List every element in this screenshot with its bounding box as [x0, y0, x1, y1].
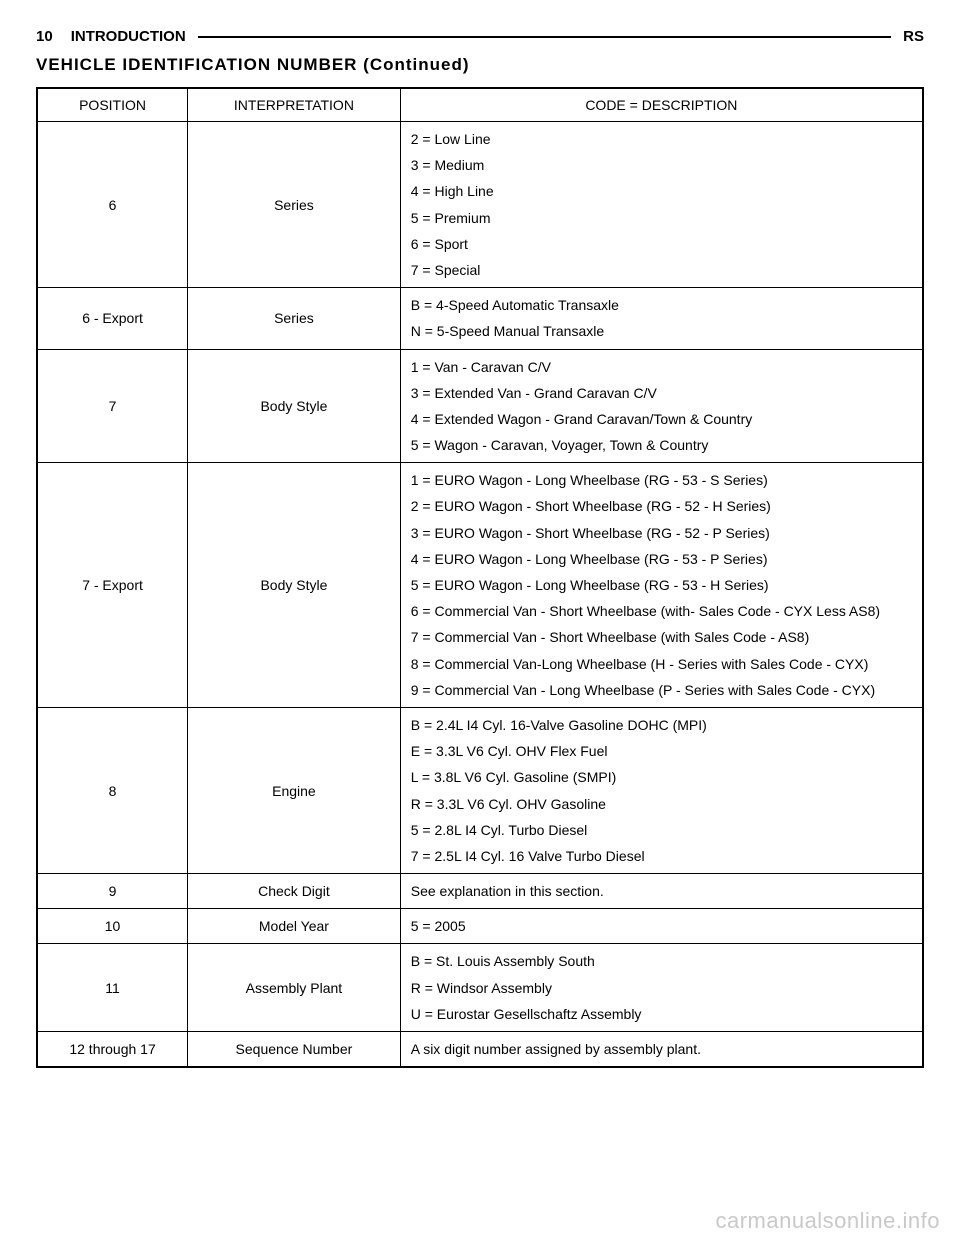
cell-description: A six digit number assigned by assembly … — [400, 1032, 923, 1068]
description-line: 5 = 2.8L I4 Cyl. Turbo Diesel — [411, 821, 912, 839]
cell-interpretation: Assembly Plant — [188, 944, 401, 1032]
cell-interpretation: Series — [188, 288, 401, 349]
watermark-text: carmanualsonline.info — [715, 1208, 940, 1234]
cell-description: 1 = Van - Caravan C/V 3 = Extended Van - … — [400, 349, 923, 463]
cell-description: 1 = EURO Wagon - Long Wheelbase (RG - 53… — [400, 463, 923, 708]
col-header-description: CODE = DESCRIPTION — [400, 88, 923, 122]
cell-position: 9 — [37, 874, 188, 909]
page-header: 10 INTRODUCTION RS — [36, 28, 924, 45]
description-line: B = St. Louis Assembly South — [411, 952, 912, 970]
cell-position: 12 through 17 — [37, 1032, 188, 1068]
table-row: 9Check Digit See explanation in this sect… — [37, 874, 923, 909]
description-line: 7 = Commercial Van - Short Wheelbase (wi… — [411, 628, 912, 646]
description-line: 5 = Wagon - Caravan, Voyager, Town & Cou… — [411, 436, 912, 454]
cell-position: 7 — [37, 349, 188, 463]
header-rule — [198, 36, 891, 38]
description-list: B = 4-Speed Automatic Transaxle N = 5-Spe… — [411, 296, 912, 340]
page-number: 10 — [36, 28, 71, 45]
cell-description: See explanation in this section. — [400, 874, 923, 909]
cell-description: B = 2.4L I4 Cyl. 16-Valve Gasoline DOHC … — [400, 707, 923, 873]
cell-description: 5 = 2005 — [400, 909, 923, 944]
table-row: 6Series 2 = Low Line 3 = Medium 4 = High Li… — [37, 122, 923, 288]
description-line: 4 = EURO Wagon - Long Wheelbase (RG - 53… — [411, 550, 912, 568]
description-line: B = 4-Speed Automatic Transaxle — [411, 296, 912, 314]
table-row: 8Engine B = 2.4L I4 Cyl. 16-Valve Gasolin… — [37, 707, 923, 873]
page-container: 10 INTRODUCTION RS VEHICLE IDENTIFICATIO… — [0, 0, 960, 1242]
cell-interpretation: Series — [188, 122, 401, 288]
description-line: 1 = EURO Wagon - Long Wheelbase (RG - 53… — [411, 471, 912, 489]
cell-interpretation: Engine — [188, 707, 401, 873]
description-line: 2 = Low Line — [411, 130, 912, 148]
table-row: 10Model Year 5 = 2005 — [37, 909, 923, 944]
page-subheading: VEHICLE IDENTIFICATION NUMBER (Continued… — [36, 55, 924, 75]
doc-code: RS — [897, 28, 924, 45]
description-line: 8 = Commercial Van-Long Wheelbase (H - S… — [411, 655, 912, 673]
description-line: R = 3.3L V6 Cyl. OHV Gasoline — [411, 795, 912, 813]
description-line: 5 = Premium — [411, 209, 912, 227]
cell-description: B = 4-Speed Automatic Transaxle N = 5-Spe… — [400, 288, 923, 349]
cell-position: 6 — [37, 122, 188, 288]
cell-interpretation: Model Year — [188, 909, 401, 944]
description-line: 4 = High Line — [411, 182, 912, 200]
cell-position: 8 — [37, 707, 188, 873]
table-row: 7 - ExportBody Style 1 = EURO Wagon - Lon… — [37, 463, 923, 708]
cell-interpretation: Check Digit — [188, 874, 401, 909]
table-body: 6Series 2 = Low Line 3 = Medium 4 = High Li… — [37, 122, 923, 1068]
description-line: A six digit number assigned by assembly … — [411, 1040, 912, 1058]
description-line: 3 = Extended Van - Grand Caravan C/V — [411, 384, 912, 402]
cell-description: B = St. Louis Assembly South R = Windsor … — [400, 944, 923, 1032]
description-list: 2 = Low Line 3 = Medium 4 = High Line 5 = P… — [411, 130, 912, 279]
description-line: 6 = Commercial Van - Short Wheelbase (wi… — [411, 602, 912, 620]
cell-interpretation: Body Style — [188, 463, 401, 708]
description-line: 5 = EURO Wagon - Long Wheelbase (RG - 53… — [411, 576, 912, 594]
cell-position: 6 - Export — [37, 288, 188, 349]
table-row: 12 through 17Sequence Number A six digit … — [37, 1032, 923, 1068]
description-line: U = Eurostar Gesellschaftz Assembly — [411, 1005, 912, 1023]
description-list: B = 2.4L I4 Cyl. 16-Valve Gasoline DOHC … — [411, 716, 912, 865]
section-title: INTRODUCTION — [71, 28, 192, 45]
cell-position: 10 — [37, 909, 188, 944]
description-line: 3 = Medium — [411, 156, 912, 174]
description-line: L = 3.8L V6 Cyl. Gasoline (SMPI) — [411, 768, 912, 786]
cell-interpretation: Body Style — [188, 349, 401, 463]
description-list: 1 = EURO Wagon - Long Wheelbase (RG - 53… — [411, 471, 912, 699]
description-line: See explanation in this section. — [411, 882, 912, 900]
description-line: 5 = 2005 — [411, 917, 912, 935]
description-line: 7 = Special — [411, 261, 912, 279]
table-header-row: POSITION INTERPRETATION CODE = DESCRIPTI… — [37, 88, 923, 122]
description-line: 6 = Sport — [411, 235, 912, 253]
table-row: 6 - ExportSeriesB = 4-Speed Automatic Tr… — [37, 288, 923, 349]
table-row: 11Assembly PlantB = St. Louis Assembly S… — [37, 944, 923, 1032]
description-line: 1 = Van - Caravan C/V — [411, 358, 912, 376]
cell-description: 2 = Low Line 3 = Medium 4 = High Line 5 = P… — [400, 122, 923, 288]
col-header-position: POSITION — [37, 88, 188, 122]
description-list: B = St. Louis Assembly South R = Windsor … — [411, 952, 912, 1023]
col-header-interpretation: INTERPRETATION — [188, 88, 401, 122]
description-line: N = 5-Speed Manual Transaxle — [411, 322, 912, 340]
description-line: R = Windsor Assembly — [411, 979, 912, 997]
description-list: 1 = Van - Caravan C/V 3 = Extended Van - … — [411, 358, 912, 455]
description-line: 7 = 2.5L I4 Cyl. 16 Valve Turbo Diesel — [411, 847, 912, 865]
description-line: 3 = EURO Wagon - Short Wheelbase (RG - 5… — [411, 524, 912, 542]
description-line: 4 = Extended Wagon - Grand Caravan/Town … — [411, 410, 912, 428]
table-row: 7Body Style 1 = Van - Caravan C/V 3 = Exte… — [37, 349, 923, 463]
cell-position: 11 — [37, 944, 188, 1032]
description-line: B = 2.4L I4 Cyl. 16-Valve Gasoline DOHC … — [411, 716, 912, 734]
cell-position: 7 - Export — [37, 463, 188, 708]
vin-table: POSITION INTERPRETATION CODE = DESCRIPTI… — [36, 87, 924, 1068]
description-line: E = 3.3L V6 Cyl. OHV Flex Fuel — [411, 742, 912, 760]
cell-interpretation: Sequence Number — [188, 1032, 401, 1068]
description-line: 2 = EURO Wagon - Short Wheelbase (RG - 5… — [411, 497, 912, 515]
description-line: 9 = Commercial Van - Long Wheelbase (P -… — [411, 681, 912, 699]
